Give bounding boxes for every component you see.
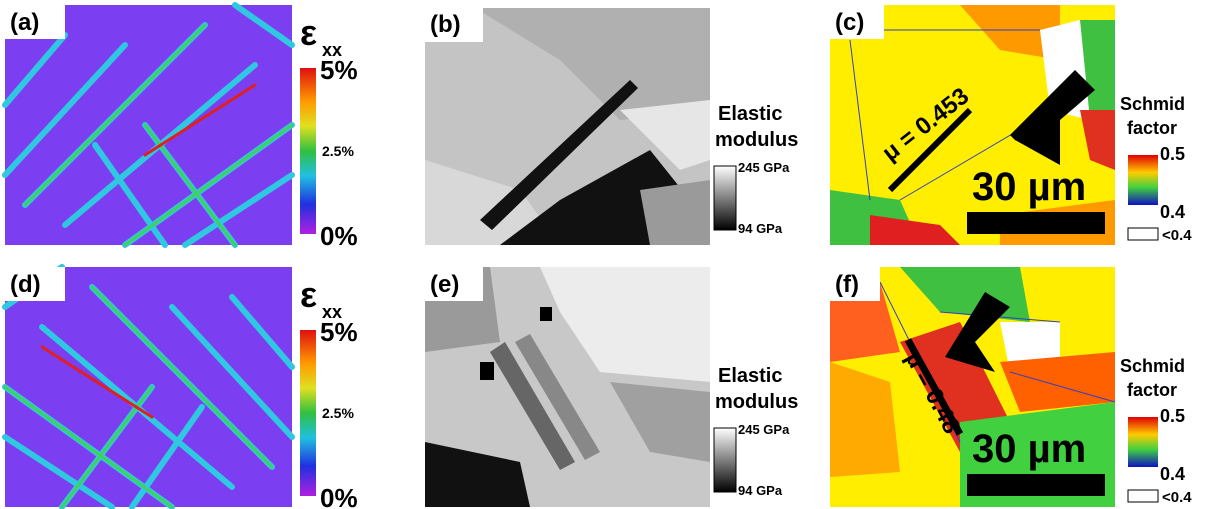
legend-title: factor [1127, 380, 1177, 400]
modulus-map [425, 8, 710, 245]
legend-bar [713, 165, 737, 231]
colorbar-subscript: xx [322, 40, 342, 60]
schmid-map [830, 267, 1116, 507]
label-box [5, 5, 65, 39]
colorbar [300, 330, 316, 496]
schmid-map [830, 5, 1115, 245]
legend-bar [1128, 155, 1158, 205]
legend-title: modulus [715, 391, 798, 413]
panel-label: (c) [835, 9, 864, 36]
legend-below: <0.4 [1162, 227, 1192, 244]
label-box [425, 8, 483, 42]
row-top: (a) ε xx 5% 2.5% 0% (b) Elastic modulus … [5, 5, 1192, 251]
legend-swatch [1127, 227, 1159, 241]
legend-max: 0.5 [1160, 144, 1185, 164]
panel-label: (f) [835, 271, 859, 298]
legend-max: 0.5 [1160, 406, 1185, 426]
panel-label: (a) [10, 9, 39, 36]
colorbar-symbol: ε [300, 274, 317, 315]
legend-below: <0.4 [1162, 489, 1192, 506]
panel-label: (b) [430, 11, 461, 38]
row-bottom: (d) ε xx 5% 2.5% 0% (e) Elastic modulus … [5, 267, 1192, 509]
legend-max: 245 GPa [738, 160, 790, 175]
legend-title: factor [1127, 118, 1177, 138]
panel-label: (d) [10, 271, 41, 298]
label-box [425, 267, 483, 301]
legend-title: Elastic [718, 365, 782, 387]
strain-map [5, 267, 292, 507]
scale-bar-label: 30 µm [972, 165, 1086, 209]
colorbar-tick: 2.5% [322, 143, 354, 159]
legend-bar [713, 427, 737, 493]
panel-label: (e) [430, 271, 459, 298]
legend-bar [1128, 417, 1158, 467]
label-box [5, 267, 65, 301]
legend-title: modulus [715, 129, 798, 151]
legend-title: Schmid [1120, 356, 1185, 376]
colorbar-subscript: xx [322, 302, 342, 322]
legend-min: 0.4 [1160, 202, 1185, 222]
legend-min: 94 GPa [738, 483, 783, 498]
colorbar-tick: 5% [320, 55, 358, 85]
scale-bar-label: 30 µm [972, 427, 1086, 471]
legend-min: 0.4 [1160, 464, 1185, 484]
colorbar-symbol: ε [300, 12, 317, 53]
label-box [830, 5, 884, 39]
colorbar-tick: 5% [320, 317, 358, 347]
colorbar [300, 68, 316, 234]
legend-title: Elastic [718, 103, 782, 125]
strain-map [5, 5, 292, 245]
colorbar-tick: 0% [320, 483, 358, 509]
legend-title: Schmid [1120, 94, 1185, 114]
legend-max: 245 GPa [738, 422, 790, 437]
colorbar-tick: 2.5% [322, 405, 354, 421]
legend-min: 94 GPa [738, 221, 783, 236]
label-box [830, 267, 880, 301]
legend-swatch [1127, 489, 1159, 503]
modulus-map [425, 267, 710, 507]
colorbar-tick: 0% [320, 221, 358, 251]
